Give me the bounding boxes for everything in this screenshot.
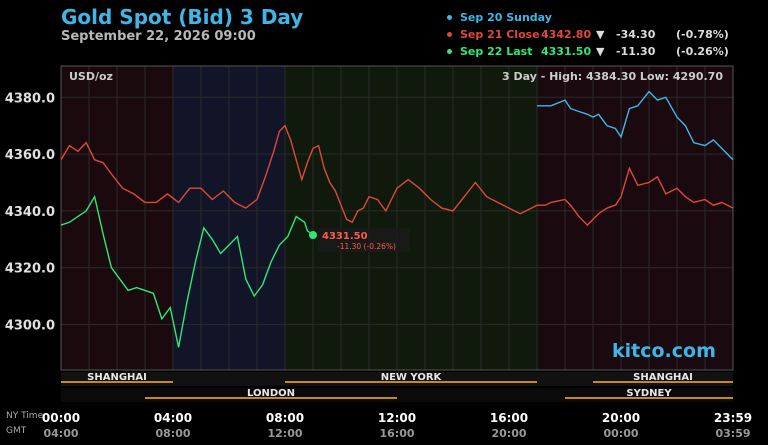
x-tick-ny: 00:00	[42, 411, 80, 425]
y-tick-label: 4300.0	[5, 319, 55, 334]
x-tick-ny: 08:00	[266, 411, 304, 425]
session-row-top-bg	[61, 372, 733, 386]
legend-dot	[447, 49, 452, 54]
legend-value: 4331.50	[541, 45, 592, 58]
x-tick-gmt: 03:59	[715, 427, 750, 440]
series-line-2	[60, 194, 314, 348]
high-low-text: 3 Day - High: 4384.30 Low: 4290.70	[502, 70, 723, 83]
session-label: SHANGHAI	[87, 372, 147, 383]
y-tick-label: 4360.0	[5, 148, 55, 163]
session-label: SYDNEY	[626, 388, 672, 399]
x-tick-ny: 12:00	[378, 411, 416, 425]
session-label: SHANGHAI	[633, 372, 693, 383]
last-price-label: 4331.50	[322, 231, 368, 242]
legend-arrow: ▼	[596, 28, 605, 41]
x-tick-gmt: 00:00	[603, 427, 638, 440]
legend-change: -11.30	[616, 45, 656, 58]
legend-dot	[447, 32, 452, 37]
legend-label: Sep 21 Close	[460, 28, 540, 41]
series-line-1	[60, 124, 734, 227]
x-tick-ny: 04:00	[154, 411, 192, 425]
plot-frame	[60, 65, 734, 371]
last-point-marker	[309, 231, 317, 240]
x-tick-gmt: 12:00	[267, 427, 302, 440]
x-tick-ny: 16:00	[490, 411, 528, 425]
chart-title: Gold Spot (Bid) 3 Day	[61, 5, 304, 29]
session-shade	[285, 66, 537, 370]
series-line-0	[537, 90, 734, 161]
legend-dot	[447, 15, 452, 20]
last-change-label: -11.30 (-0.26%)	[337, 242, 396, 251]
legend-label: Sep 20 Sunday	[460, 11, 552, 24]
kitco-watermark: kitco.com	[612, 340, 716, 362]
x-tick-gmt: 04:00	[43, 427, 78, 440]
legend-pct: (-0.26%)	[676, 45, 729, 58]
legend-value: 4342.80	[541, 28, 592, 41]
y-tick-label: 4340.0	[5, 205, 55, 220]
gmt-label: GMT	[6, 426, 27, 436]
x-tick-gmt: 16:00	[379, 427, 414, 440]
legend-arrow: ▼	[596, 45, 605, 58]
session-shade	[537, 66, 733, 370]
y-axis-unit: USD/oz	[69, 70, 113, 83]
x-tick-gmt: 20:00	[491, 427, 526, 440]
x-tick-ny: 23:59	[714, 411, 752, 425]
y-tick-label: 4380.0	[5, 91, 55, 106]
x-tick-gmt: 08:00	[155, 427, 190, 440]
session-label: NEW YORK	[381, 372, 443, 383]
x-tick-ny: 20:00	[602, 411, 640, 425]
ny-time-label: NY Time	[6, 411, 44, 421]
last-label-box	[318, 228, 410, 253]
chart-subtitle: September 22, 2026 09:00	[61, 29, 256, 44]
legend-change: -34.30	[616, 28, 656, 41]
session-label: LONDON	[247, 388, 295, 399]
y-tick-label: 4320.0	[5, 262, 55, 277]
legend-label: Sep 22 Last	[460, 45, 533, 58]
legend-pct: (-0.78%)	[676, 28, 729, 41]
